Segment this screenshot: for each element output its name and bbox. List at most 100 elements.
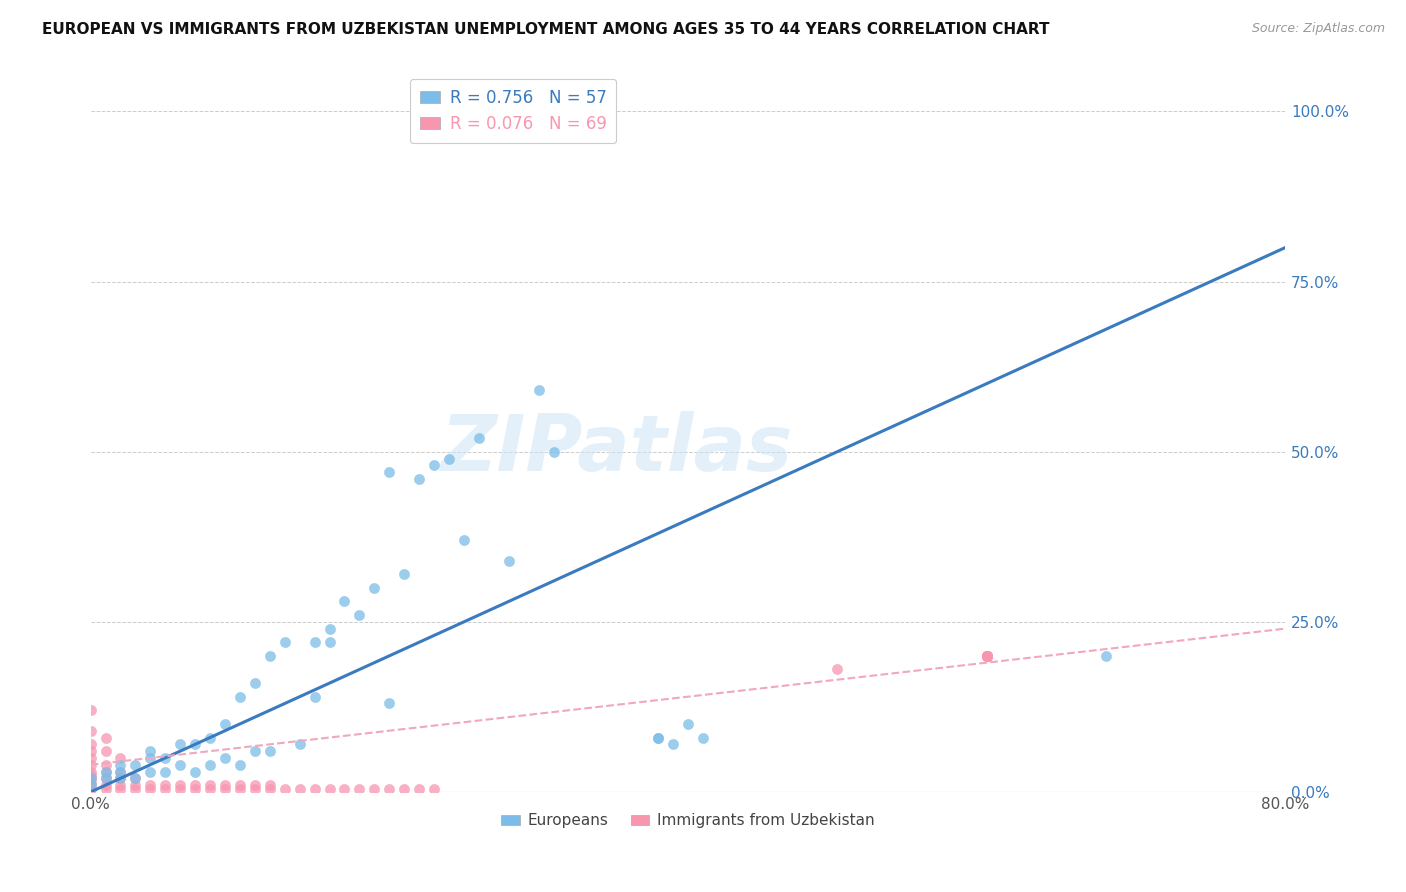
Point bbox=[304, 781, 326, 796]
Point bbox=[110, 781, 132, 796]
Point bbox=[169, 737, 191, 751]
Point bbox=[378, 781, 401, 796]
Point bbox=[676, 717, 699, 731]
Point bbox=[318, 622, 340, 636]
Point bbox=[274, 635, 297, 649]
Point bbox=[139, 744, 162, 758]
Point bbox=[378, 697, 401, 711]
Point bbox=[139, 764, 162, 779]
Point bbox=[423, 781, 446, 796]
Point bbox=[976, 648, 998, 663]
Point bbox=[274, 781, 297, 796]
Point bbox=[976, 648, 998, 663]
Point bbox=[437, 451, 460, 466]
Point bbox=[79, 744, 101, 758]
Point bbox=[288, 737, 311, 751]
Point bbox=[647, 731, 669, 745]
Point bbox=[198, 778, 221, 792]
Point bbox=[214, 717, 236, 731]
Point bbox=[229, 757, 252, 772]
Point bbox=[976, 648, 998, 663]
Point bbox=[79, 751, 101, 765]
Point bbox=[124, 778, 146, 792]
Point bbox=[229, 778, 252, 792]
Point bbox=[79, 778, 101, 792]
Point bbox=[349, 607, 371, 622]
Point bbox=[139, 778, 162, 792]
Point bbox=[94, 772, 117, 786]
Point bbox=[976, 648, 998, 663]
Text: EUROPEAN VS IMMIGRANTS FROM UZBEKISTAN UNEMPLOYMENT AMONG AGES 35 TO 44 YEARS CO: EUROPEAN VS IMMIGRANTS FROM UZBEKISTAN U… bbox=[42, 22, 1050, 37]
Point bbox=[155, 764, 177, 779]
Point bbox=[110, 778, 132, 792]
Point bbox=[110, 757, 132, 772]
Point bbox=[468, 431, 491, 445]
Point bbox=[124, 772, 146, 786]
Point bbox=[243, 778, 266, 792]
Point bbox=[94, 781, 117, 796]
Point bbox=[110, 764, 132, 779]
Point bbox=[79, 781, 101, 796]
Text: ZIPatlas: ZIPatlas bbox=[440, 411, 793, 487]
Point bbox=[169, 781, 191, 796]
Point bbox=[423, 458, 446, 473]
Point bbox=[692, 731, 714, 745]
Point bbox=[94, 764, 117, 779]
Point bbox=[229, 781, 252, 796]
Point bbox=[304, 690, 326, 704]
Point bbox=[333, 594, 356, 608]
Point bbox=[527, 384, 550, 398]
Point bbox=[543, 444, 565, 458]
Point bbox=[976, 648, 998, 663]
Point bbox=[79, 774, 101, 789]
Point bbox=[79, 772, 101, 786]
Point bbox=[124, 781, 146, 796]
Point bbox=[976, 648, 998, 663]
Point bbox=[333, 781, 356, 796]
Point bbox=[79, 768, 101, 782]
Point bbox=[184, 737, 207, 751]
Point bbox=[392, 567, 415, 582]
Point bbox=[214, 778, 236, 792]
Point bbox=[184, 778, 207, 792]
Point bbox=[139, 751, 162, 765]
Point bbox=[243, 676, 266, 690]
Point bbox=[94, 764, 117, 779]
Point bbox=[288, 781, 311, 796]
Point bbox=[408, 781, 430, 796]
Point bbox=[976, 648, 998, 663]
Point bbox=[198, 731, 221, 745]
Point bbox=[110, 772, 132, 786]
Point bbox=[110, 772, 132, 786]
Point bbox=[243, 744, 266, 758]
Point bbox=[318, 781, 340, 796]
Point bbox=[184, 764, 207, 779]
Point bbox=[976, 648, 998, 663]
Point bbox=[229, 690, 252, 704]
Point bbox=[110, 751, 132, 765]
Point bbox=[79, 778, 101, 792]
Text: Source: ZipAtlas.com: Source: ZipAtlas.com bbox=[1251, 22, 1385, 36]
Point bbox=[378, 465, 401, 479]
Point bbox=[198, 781, 221, 796]
Point bbox=[79, 723, 101, 738]
Point bbox=[392, 781, 415, 796]
Point bbox=[94, 757, 117, 772]
Point bbox=[349, 781, 371, 796]
Point bbox=[647, 731, 669, 745]
Point bbox=[169, 778, 191, 792]
Point bbox=[94, 744, 117, 758]
Point bbox=[79, 703, 101, 717]
Point bbox=[169, 757, 191, 772]
Point bbox=[214, 781, 236, 796]
Point bbox=[1095, 648, 1118, 663]
Point bbox=[976, 648, 998, 663]
Point bbox=[498, 553, 520, 567]
Point bbox=[408, 472, 430, 486]
Legend: Europeans, Immigrants from Uzbekistan: Europeans, Immigrants from Uzbekistan bbox=[495, 807, 880, 834]
Point bbox=[825, 663, 848, 677]
Point bbox=[198, 757, 221, 772]
Point bbox=[304, 635, 326, 649]
Point bbox=[318, 635, 340, 649]
Point bbox=[110, 764, 132, 779]
